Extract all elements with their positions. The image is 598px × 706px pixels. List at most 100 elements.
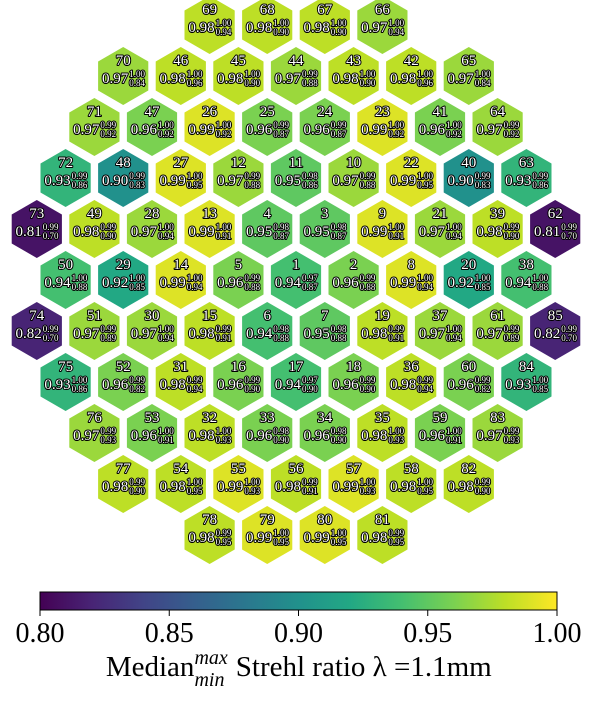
max-label: 1.00: [475, 273, 491, 283]
median-label: 0.99: [188, 122, 214, 138]
hex-id: 48: [116, 155, 131, 171]
hex: [155, 149, 206, 207]
min-label: 0.82: [129, 384, 145, 394]
max-label: 0.98: [302, 171, 318, 181]
max-label: 0.99: [100, 120, 116, 130]
hex-id: 29: [116, 257, 131, 273]
hex: [270, 455, 322, 513]
hex-id: 8: [407, 257, 415, 273]
median-label: 0.97: [476, 326, 503, 342]
colorbar-label: Medianmax min Strehl ratio λ =1.1mm: [106, 647, 492, 691]
min-label: 0.94: [446, 333, 462, 343]
min-label: 0.94: [158, 231, 174, 241]
min-label: 0.91: [216, 231, 232, 241]
hex: [357, 404, 408, 462]
hex: [213, 149, 264, 207]
max-label: 0.99: [187, 375, 203, 385]
hex: [443, 47, 494, 105]
tick-label: 0.90: [274, 618, 323, 649]
hex: [270, 149, 322, 207]
hex-id: 53: [145, 410, 160, 426]
hex: [386, 251, 437, 309]
max-label: 0.99: [100, 222, 116, 232]
hex: [270, 251, 322, 309]
min-label: 0.92: [158, 129, 174, 139]
median-label: 0.97: [131, 224, 158, 240]
min-label: 0.93: [244, 486, 260, 496]
median-label: 0.98: [390, 479, 416, 495]
min-label: 0.85: [129, 282, 145, 292]
hex: [242, 506, 293, 564]
hex: [472, 302, 523, 360]
max-label: 1.00: [446, 120, 462, 130]
hex: [11, 302, 62, 360]
max-label: 0.99: [504, 426, 520, 436]
hex-id: 55: [231, 461, 246, 477]
hex-id: 84: [519, 359, 535, 375]
max-label: 1.00: [331, 18, 347, 28]
median-label: 0.98: [246, 20, 272, 36]
max-label: 0.99: [504, 120, 520, 130]
hex: [242, 0, 293, 54]
hex-id: 23: [375, 104, 390, 120]
min-label: 0.95: [388, 537, 404, 547]
max-label: 1.00: [244, 69, 260, 79]
min-label: 0.70: [43, 333, 59, 343]
max-label: 0.98: [331, 324, 347, 334]
max-label: 0.97: [302, 375, 318, 385]
max-label: 0.99: [360, 375, 376, 385]
hex: [213, 251, 264, 309]
median-label: 0.93: [505, 173, 531, 189]
median-label: 0.97: [332, 173, 359, 189]
hex: [414, 200, 466, 258]
hex-id: 44: [289, 53, 305, 69]
hex: [328, 251, 379, 309]
min-label: 0.93: [216, 435, 232, 445]
max-label: 0.99: [532, 171, 548, 181]
hex-id: 45: [231, 53, 246, 69]
hex: [69, 302, 120, 360]
min-label: 0.94: [417, 282, 433, 292]
min-label: 0.88: [532, 282, 548, 292]
max-label: 1.00: [446, 426, 462, 436]
hex: [530, 302, 581, 360]
median-label: 0.95: [304, 224, 330, 240]
min-label: 0.92: [216, 129, 232, 139]
median-label: 0.99: [160, 173, 186, 189]
median-label: 0.98: [188, 20, 214, 36]
hex: [299, 404, 350, 462]
max-label: 0.98: [331, 222, 347, 232]
min-label: 0.91: [216, 333, 232, 343]
median-label: 0.99: [332, 479, 358, 495]
hex-id: 39: [490, 206, 505, 222]
median-label: 0.98: [448, 479, 474, 495]
hex-id: 57: [346, 461, 362, 477]
hex-id: 24: [317, 104, 333, 120]
hex: [530, 200, 581, 258]
min-label: 0.82: [475, 384, 491, 394]
hex-id: 72: [58, 155, 73, 171]
colorbar-fill: [39, 591, 558, 611]
hex: [299, 200, 350, 258]
hex-id: 40: [461, 155, 476, 171]
hex-id: 16: [231, 359, 247, 375]
hex-id: 3: [321, 206, 329, 222]
hex-id: 26: [202, 104, 218, 120]
median-label: 0.99: [390, 275, 416, 291]
hex: [40, 149, 91, 207]
max-label: 0.98: [273, 426, 289, 436]
min-label: 0.96: [417, 78, 433, 88]
hex-id: 36: [404, 359, 420, 375]
median-label: 0.97: [419, 326, 446, 342]
min-label: 0.70: [43, 231, 59, 241]
min-label: 0.90: [331, 435, 347, 445]
median-label: 0.92: [448, 275, 474, 291]
min-label: 0.90: [244, 78, 260, 88]
hex: [501, 353, 552, 411]
hex-id: 30: [145, 308, 160, 324]
min-label: 0.84: [129, 78, 145, 88]
hex-id: 59: [433, 410, 448, 426]
max-label: 1.00: [360, 477, 376, 487]
hex-id: 37: [433, 308, 449, 324]
min-label: 0.92: [446, 129, 462, 139]
